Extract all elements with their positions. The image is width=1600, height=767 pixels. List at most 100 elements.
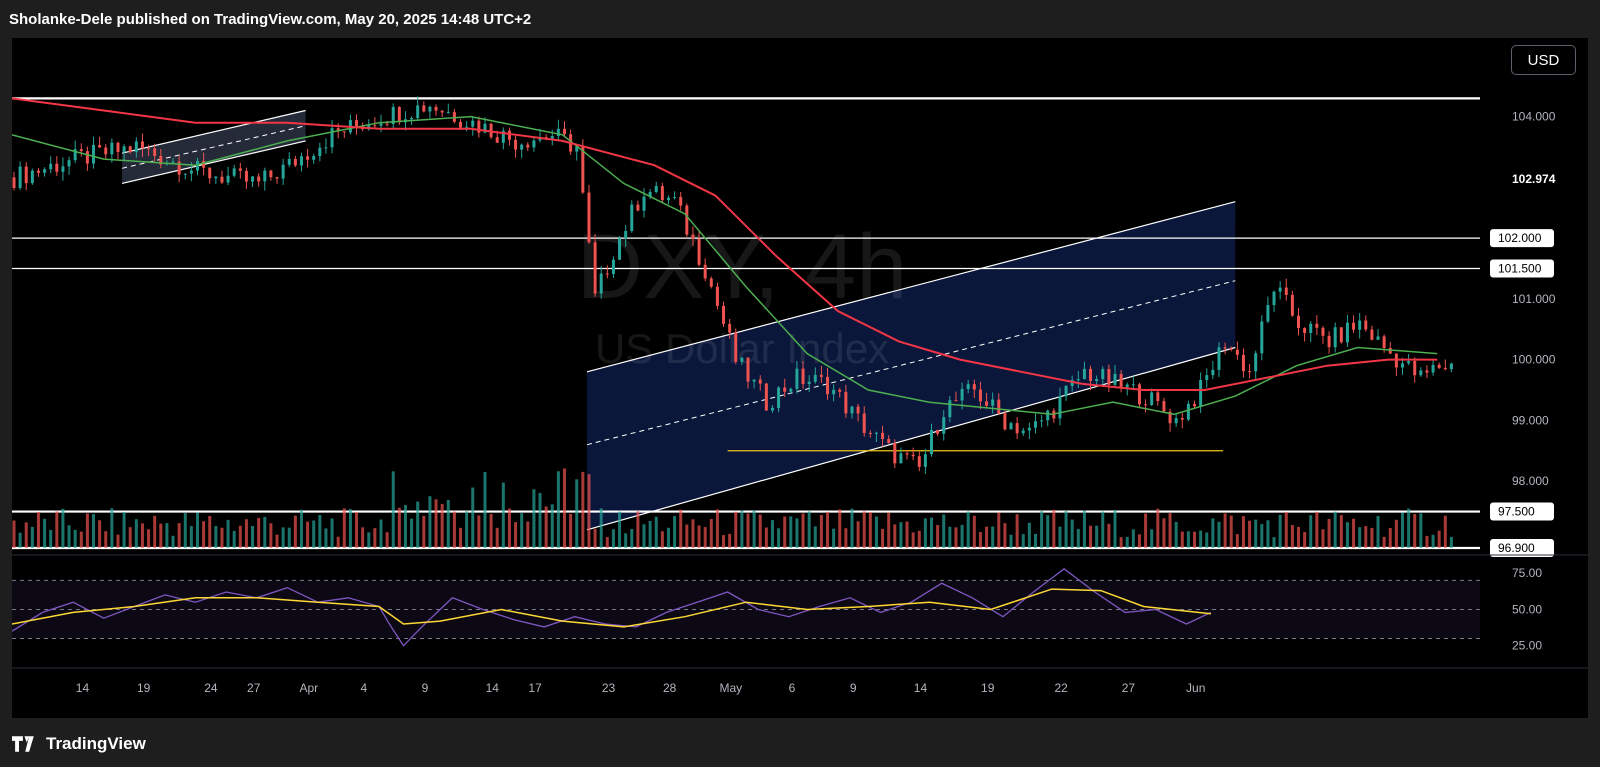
candle-body [1021, 430, 1025, 434]
candle-body [826, 376, 830, 395]
volume-bar [783, 516, 787, 548]
price-axis-tick: 100.000 [1512, 353, 1556, 367]
candle-body [275, 177, 279, 179]
candle-body [238, 168, 242, 171]
volume-bar [122, 512, 126, 548]
candle-body [24, 166, 28, 184]
last-price-label: 102.974 [1512, 172, 1556, 186]
candle-body [299, 156, 303, 166]
volume-bar [991, 526, 995, 548]
price-chart[interactable]: DXY, 4h US Dollar Index 104.000 101.000 100.… [12, 38, 1588, 718]
volume-bar [1266, 520, 1270, 548]
rsi-band [12, 580, 1480, 639]
candle-body [1040, 420, 1044, 422]
candle-body [446, 112, 450, 114]
candle-body [795, 368, 799, 389]
volume-bar [257, 517, 261, 548]
volume-bar [183, 512, 187, 548]
candle-body [1223, 347, 1227, 349]
volume-bar [1339, 515, 1343, 548]
candle-body [440, 110, 444, 113]
candle-body [1266, 305, 1270, 322]
candle-body [85, 151, 89, 164]
candle-body [1370, 329, 1374, 340]
volume-bar [98, 520, 102, 548]
volume-bar [923, 518, 927, 548]
volume-bar [544, 506, 548, 548]
candle-body [1290, 294, 1294, 316]
volume-bar [838, 509, 842, 548]
volume-bar [92, 514, 96, 548]
volume-bar [293, 515, 297, 548]
chart-area[interactable]: DXY, 4h US Dollar Index 104.000 101.000 100.… [12, 38, 1588, 718]
volume-bar [850, 508, 854, 548]
tradingview-logo[interactable]: TradingView [12, 733, 146, 755]
channel-lower-line [121, 140, 306, 184]
volume-bar [709, 519, 713, 548]
volume-bar [1162, 518, 1166, 548]
candle-body [728, 323, 732, 333]
candle-body [856, 406, 860, 414]
candle-body [147, 148, 151, 150]
volume-bar [477, 515, 481, 548]
candle-body [978, 389, 982, 402]
candle-body [373, 125, 377, 127]
candle-body [1076, 379, 1080, 381]
candle-body [1376, 336, 1380, 340]
volume-bar [679, 509, 683, 548]
candle-body [1015, 423, 1019, 434]
candle-body [55, 163, 59, 172]
volume-bar [611, 529, 615, 548]
volume-bar [630, 528, 634, 548]
volume-bar [1358, 527, 1362, 548]
candle-body [985, 401, 989, 406]
candle-body [899, 453, 903, 464]
candle-body [1309, 323, 1313, 333]
volume-bar [1364, 526, 1368, 548]
candle-body [507, 130, 511, 140]
candle-body [1400, 363, 1404, 368]
volume-bar [1297, 526, 1300, 548]
volume-bar [1352, 518, 1356, 548]
volume-bar [1144, 513, 1148, 548]
candle-body [128, 146, 132, 152]
volume-bar [636, 511, 640, 548]
volume-bar [1205, 532, 1209, 548]
candle-body [1297, 315, 1300, 329]
volume-bar [391, 471, 395, 548]
volume-bar [1199, 530, 1203, 548]
volume-bar [1290, 524, 1294, 548]
volume-bar [342, 508, 346, 548]
candle-body [269, 170, 273, 178]
candle-body [783, 387, 787, 392]
candle-body [770, 407, 774, 411]
candle-body [318, 147, 322, 157]
currency-button[interactable]: USD [1511, 45, 1576, 75]
volume-bar [777, 528, 781, 548]
candle-body [226, 175, 230, 183]
candle-body [819, 374, 823, 377]
volume-bar [24, 522, 28, 548]
price-axis-tick: 99.000 [1512, 413, 1549, 427]
candle-body [134, 141, 138, 152]
candle-body [789, 388, 793, 392]
candle-body [1229, 348, 1233, 350]
candle-body [611, 259, 615, 275]
volume-bar [899, 522, 903, 548]
candle-body [140, 141, 144, 149]
channel-upper-line [586, 201, 1236, 373]
volume-bar [862, 511, 866, 548]
level-price-box [1490, 229, 1554, 248]
candle-body [397, 106, 401, 123]
volume-bar [226, 519, 230, 548]
volume-bar [202, 521, 206, 548]
volume-bar [397, 507, 401, 548]
candle-body [501, 130, 505, 143]
candle-body [844, 391, 848, 414]
candle-body [636, 204, 640, 211]
volume-bar [214, 526, 218, 548]
candle-body [1278, 287, 1282, 292]
candle-body [1407, 361, 1411, 364]
volume-bar [312, 520, 316, 548]
candle-body [850, 406, 854, 414]
